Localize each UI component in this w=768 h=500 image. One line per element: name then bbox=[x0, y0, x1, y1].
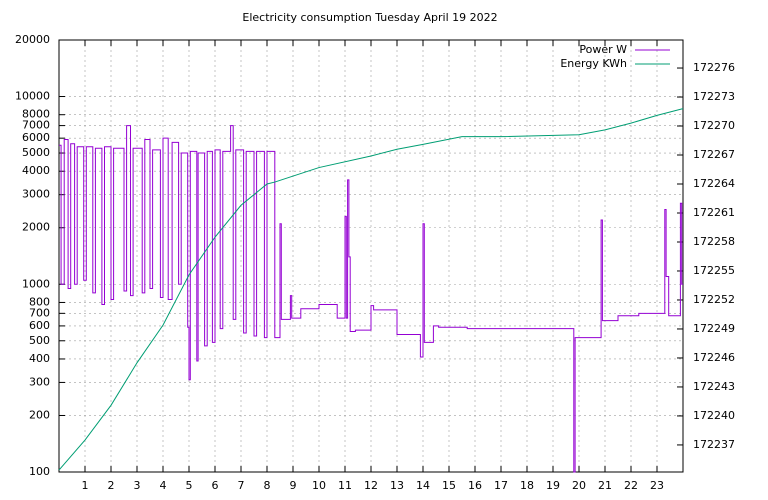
x-tick-label: 16 bbox=[468, 479, 482, 492]
x-tick-label: 9 bbox=[290, 479, 297, 492]
x-tick-label: 22 bbox=[624, 479, 638, 492]
x-tick-label: 1 bbox=[82, 479, 89, 492]
y2-tick-label: 172270 bbox=[693, 119, 735, 132]
y2-tick-label: 172276 bbox=[693, 61, 735, 74]
series-line bbox=[59, 125, 683, 473]
y2-tick-label: 172258 bbox=[693, 235, 735, 248]
y2-tick-label: 172261 bbox=[693, 206, 735, 219]
x-tick-label: 19 bbox=[546, 479, 560, 492]
y2-tick-label: 172255 bbox=[693, 264, 735, 277]
x-tick-label: 7 bbox=[238, 479, 245, 492]
y-tick-label: 10000 bbox=[15, 90, 50, 103]
y-tick-label: 800 bbox=[29, 295, 50, 308]
y-tick-label: 3000 bbox=[22, 188, 50, 201]
legend-label: Energy KWh bbox=[560, 57, 627, 70]
x-tick-label: 6 bbox=[212, 479, 219, 492]
y-tick-label: 8000 bbox=[22, 108, 50, 121]
y-tick-label: 20000 bbox=[15, 33, 50, 46]
y-tick-label: 1000 bbox=[22, 277, 50, 290]
x-tick-label: 2 bbox=[108, 479, 115, 492]
y-tick-label: 500 bbox=[29, 334, 50, 347]
x-tick-label: 23 bbox=[650, 479, 664, 492]
y-tick-label: 400 bbox=[29, 352, 50, 365]
y-tick-label: 300 bbox=[29, 375, 50, 388]
series-line bbox=[58, 108, 684, 471]
x-tick-label: 15 bbox=[442, 479, 456, 492]
x-tick-label: 11 bbox=[338, 479, 352, 492]
y-tick-label: 600 bbox=[29, 319, 50, 332]
x-tick-label: 18 bbox=[520, 479, 534, 492]
y-tick-label: 5000 bbox=[22, 146, 50, 159]
y2-tick-label: 172252 bbox=[693, 293, 735, 306]
x-tick-label: 17 bbox=[494, 479, 508, 492]
x-tick-label: 10 bbox=[312, 479, 326, 492]
x-tick-label: 8 bbox=[264, 479, 271, 492]
x-tick-label: 4 bbox=[160, 479, 167, 492]
y2-tick-label: 172249 bbox=[693, 322, 735, 335]
y-tick-label: 7000 bbox=[22, 119, 50, 132]
y-tick-label: 700 bbox=[29, 306, 50, 319]
y2-tick-label: 172246 bbox=[693, 351, 735, 364]
y2-tick-label: 172273 bbox=[693, 90, 735, 103]
x-tick-label: 13 bbox=[390, 479, 404, 492]
x-tick-label: 14 bbox=[416, 479, 430, 492]
y2-tick-label: 172243 bbox=[693, 380, 735, 393]
plot-border bbox=[58, 39, 684, 473]
y2-tick-label: 172264 bbox=[693, 177, 735, 190]
y2-tick-label: 172240 bbox=[693, 409, 735, 422]
x-tick-label: 5 bbox=[186, 479, 193, 492]
y2-tick-label: 172237 bbox=[693, 438, 735, 451]
x-tick-label: 20 bbox=[572, 479, 586, 492]
y-tick-label: 200 bbox=[29, 408, 50, 421]
y-tick-label: 2000 bbox=[22, 221, 50, 234]
legend-label: Power W bbox=[579, 43, 627, 56]
x-tick-label: 3 bbox=[134, 479, 141, 492]
y-tick-label: 100 bbox=[29, 465, 50, 478]
y-tick-label: 6000 bbox=[22, 131, 50, 144]
x-tick-label: 21 bbox=[598, 479, 612, 492]
y2-tick-label: 172267 bbox=[693, 148, 735, 161]
chart-title: Electricity consumption Tuesday April 19… bbox=[242, 11, 497, 24]
y-tick-label: 4000 bbox=[22, 164, 50, 177]
x-tick-label: 12 bbox=[364, 479, 378, 492]
